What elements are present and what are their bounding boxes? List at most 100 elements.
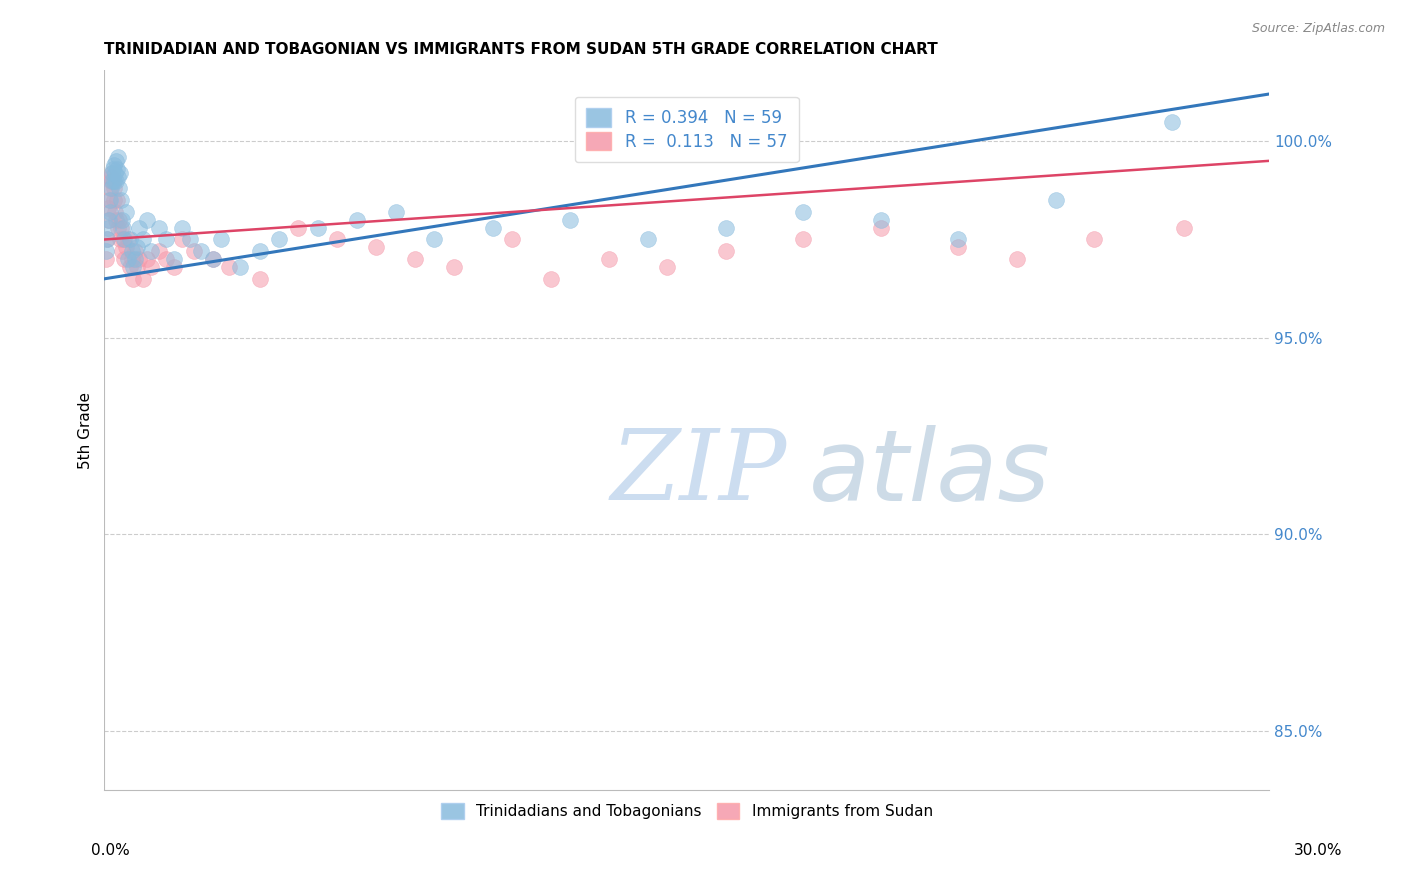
Point: [112, 232, 135, 246]
Legend: Trinidadians and Tobagonians, Immigrants from Sudan: Trinidadians and Tobagonians, Immigrants…: [434, 797, 939, 825]
Point: [404, 252, 426, 267]
Point: [108, 181, 131, 195]
Point: [105, 153, 128, 168]
Point: [1161, 114, 1184, 128]
Point: [346, 212, 368, 227]
Point: [97, 220, 120, 235]
Point: [307, 220, 329, 235]
Point: [128, 252, 150, 267]
Point: [218, 260, 240, 274]
Point: [103, 173, 125, 187]
Point: [114, 240, 136, 254]
Y-axis label: 5th Grade: 5th Grade: [79, 392, 93, 468]
Point: [249, 272, 271, 286]
Point: [598, 252, 620, 267]
Point: [107, 169, 129, 184]
Point: [108, 212, 131, 227]
Point: [101, 173, 124, 187]
Point: [229, 260, 252, 274]
Point: [202, 252, 225, 267]
Point: [108, 166, 131, 180]
Point: [267, 232, 290, 246]
Point: [103, 193, 125, 207]
Point: [127, 240, 149, 254]
Point: [101, 166, 124, 180]
Point: [209, 232, 232, 246]
Point: [714, 244, 737, 259]
Point: [657, 260, 679, 274]
Point: [114, 205, 136, 219]
Point: [97, 201, 120, 215]
Point: [128, 220, 150, 235]
Point: [501, 232, 523, 246]
Point: [101, 166, 124, 180]
Point: [155, 232, 177, 246]
Point: [481, 220, 503, 235]
Point: [124, 244, 146, 259]
Point: [948, 232, 970, 246]
Text: atlas: atlas: [808, 425, 1050, 522]
Point: [111, 232, 134, 246]
Point: [100, 169, 122, 184]
Point: [105, 173, 128, 187]
Point: [98, 193, 121, 207]
Point: [132, 272, 155, 286]
Point: [384, 205, 406, 219]
Point: [122, 272, 145, 286]
Point: [202, 252, 225, 267]
Point: [98, 193, 121, 207]
Point: [170, 232, 193, 246]
Point: [96, 232, 118, 246]
Point: [163, 260, 186, 274]
Point: [136, 212, 159, 227]
Point: [423, 232, 446, 246]
Text: 30.0%: 30.0%: [1295, 843, 1343, 858]
Text: TRINIDADIAN AND TOBAGONIAN VS IMMIGRANTS FROM SUDAN 5TH GRADE CORRELATION CHART: TRINIDADIAN AND TOBAGONIAN VS IMMIGRANTS…: [104, 42, 938, 57]
Point: [124, 252, 146, 267]
Point: [560, 212, 582, 227]
Point: [98, 181, 121, 195]
Point: [540, 272, 562, 286]
Point: [183, 244, 205, 259]
Point: [111, 220, 134, 235]
Point: [107, 220, 129, 235]
Point: [96, 244, 118, 259]
Point: [117, 232, 139, 246]
Point: [104, 205, 127, 219]
Point: [98, 212, 121, 227]
Point: [1045, 193, 1067, 207]
Point: [714, 220, 737, 235]
Point: [1005, 252, 1028, 267]
Point: [111, 244, 134, 259]
Point: [179, 232, 201, 246]
Point: [105, 193, 128, 207]
Point: [108, 232, 131, 246]
Point: [121, 252, 143, 267]
Point: [136, 252, 159, 267]
Point: [139, 260, 162, 274]
Point: [148, 244, 170, 259]
Point: [637, 232, 659, 246]
Point: [118, 260, 141, 274]
Point: [122, 260, 145, 274]
Point: [105, 212, 128, 227]
Point: [869, 212, 891, 227]
Point: [105, 161, 128, 176]
Text: ZIP: ZIP: [612, 425, 787, 521]
Point: [100, 173, 122, 187]
Point: [96, 232, 118, 246]
Point: [101, 161, 124, 176]
Point: [443, 260, 465, 274]
Point: [132, 232, 155, 246]
Point: [155, 252, 177, 267]
Point: [139, 244, 162, 259]
Point: [110, 193, 132, 207]
Point: [127, 260, 149, 274]
Point: [100, 181, 122, 195]
Point: [287, 220, 309, 235]
Point: [148, 220, 170, 235]
Text: Source: ZipAtlas.com: Source: ZipAtlas.com: [1251, 22, 1385, 36]
Point: [792, 232, 814, 246]
Point: [117, 252, 139, 267]
Point: [111, 212, 134, 227]
